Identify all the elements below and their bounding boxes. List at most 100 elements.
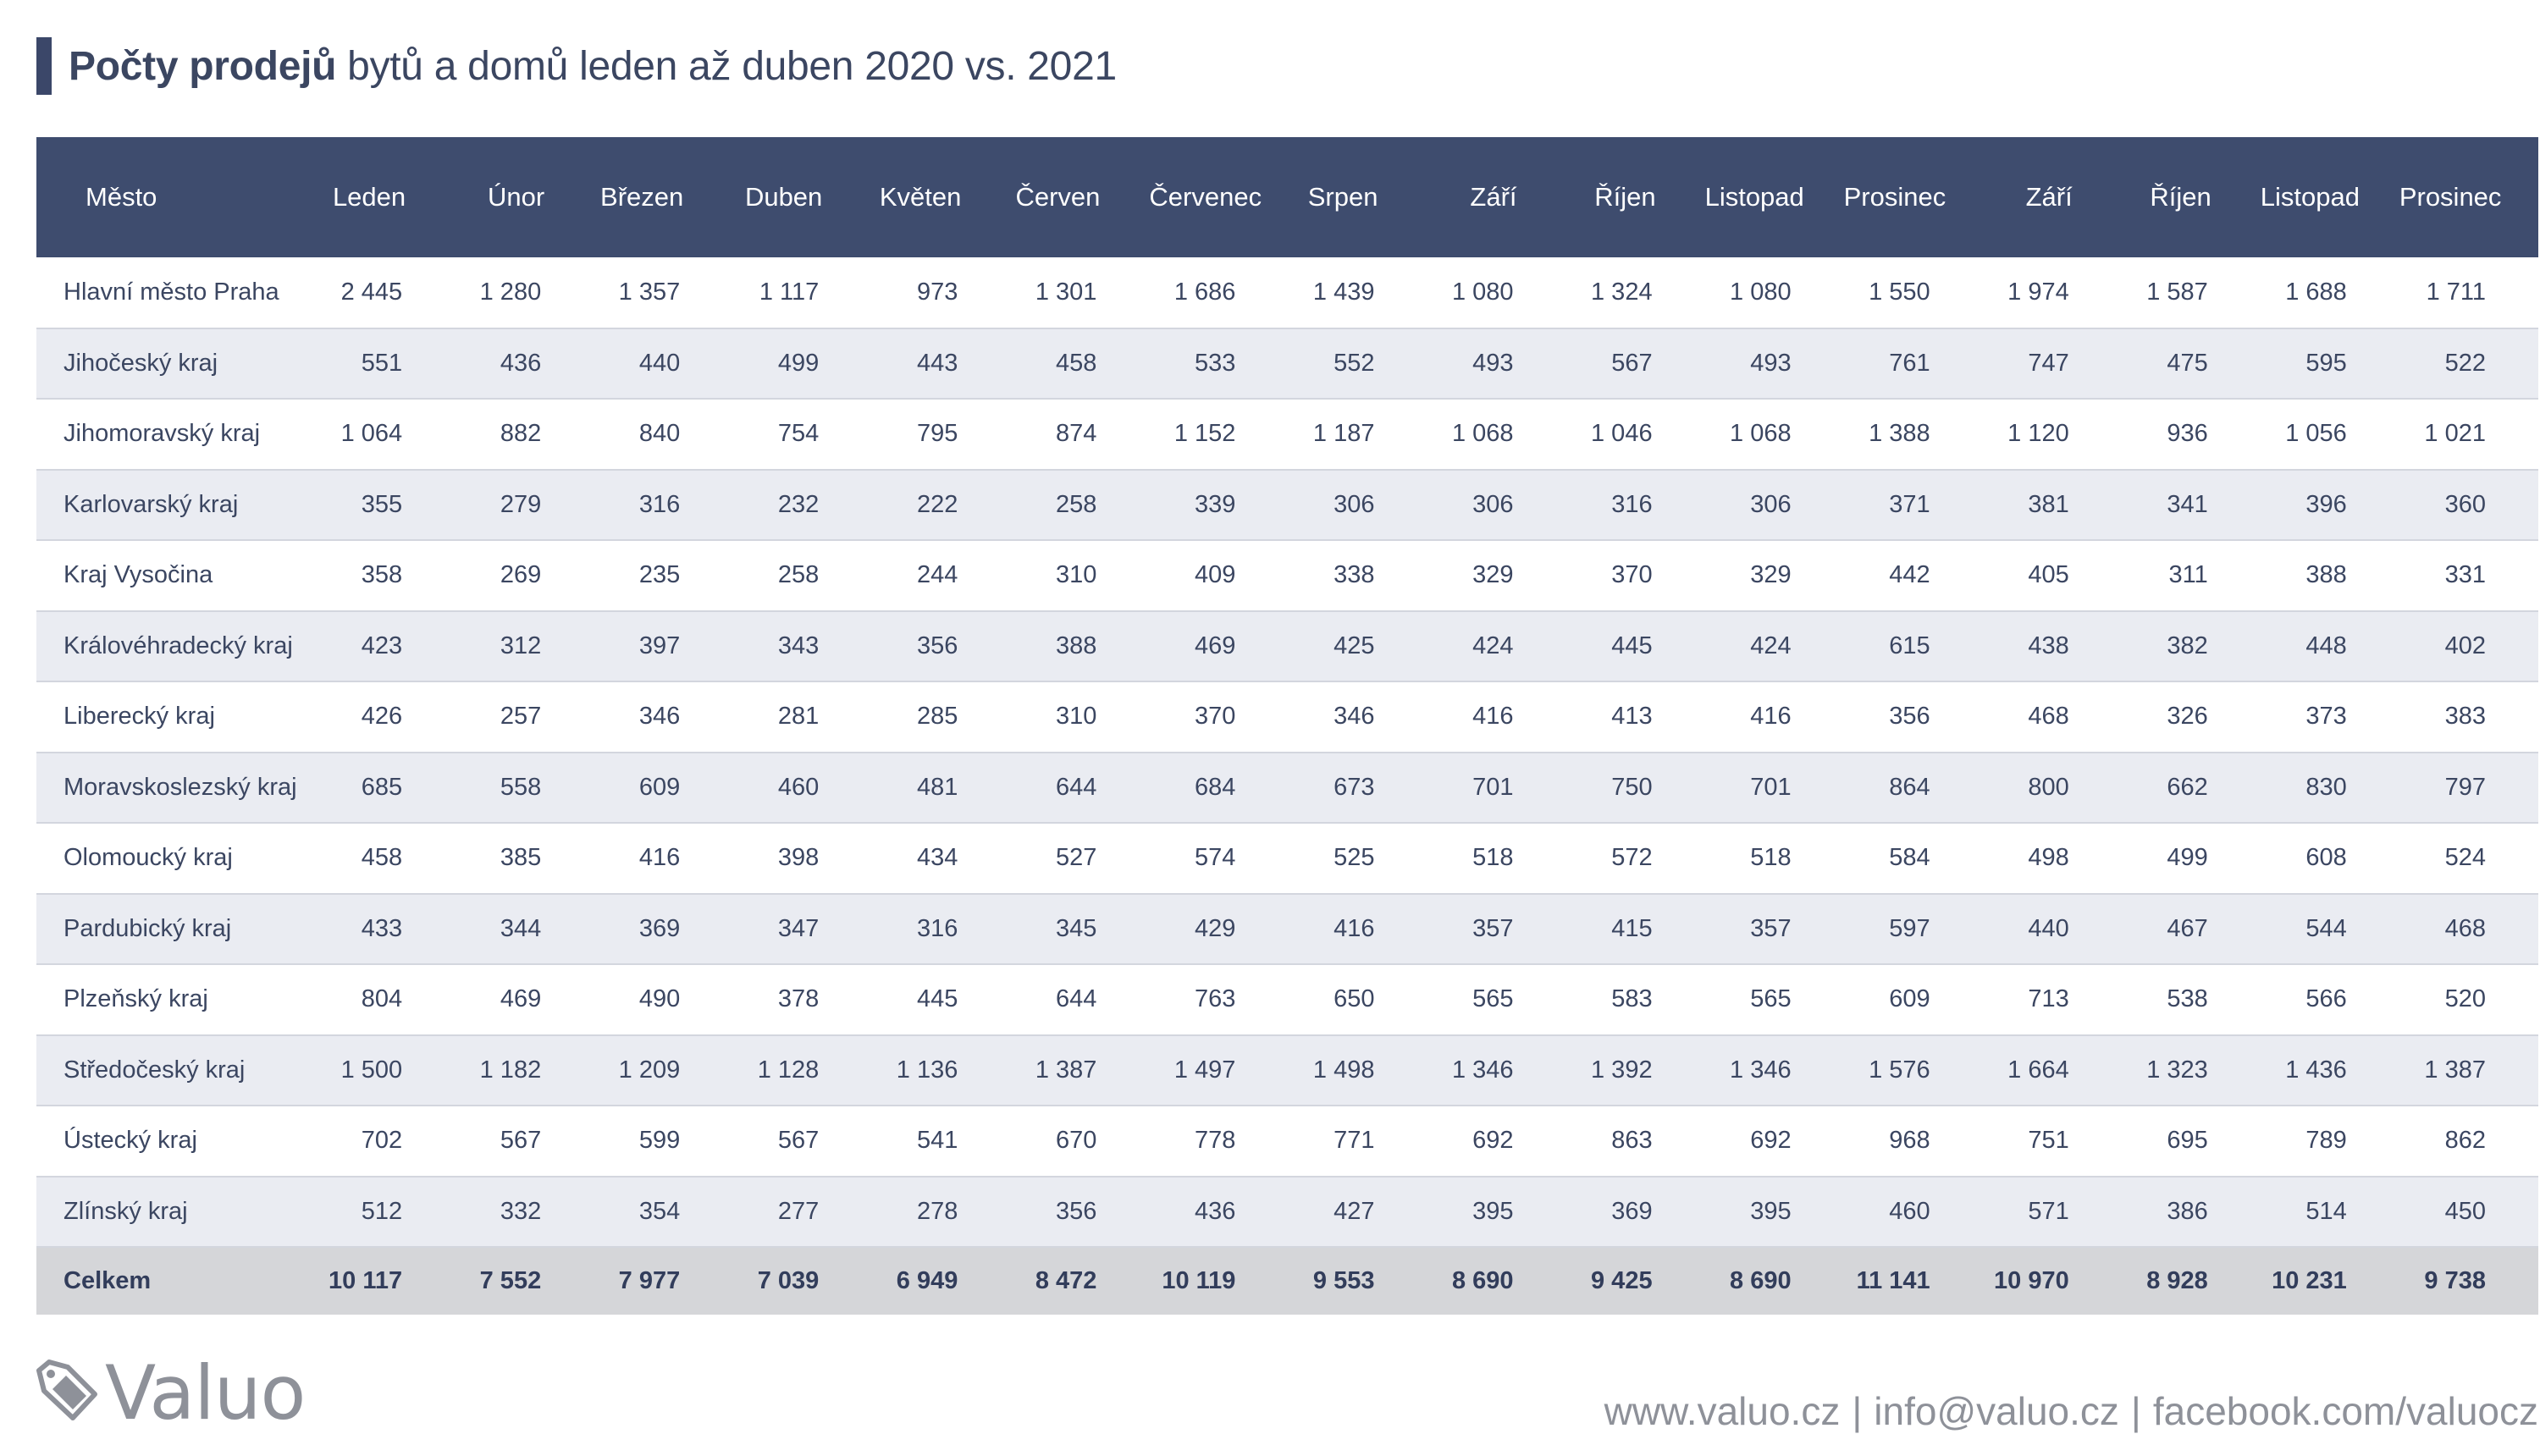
- sales-count-cell: 936: [2121, 399, 2261, 471]
- title-accent-bar: [36, 37, 52, 95]
- total-value-cell: 7 039: [757, 1267, 820, 1294]
- sales-count-cell: 1 152: [1149, 399, 1289, 471]
- sales-count-cell: 493: [1427, 328, 1566, 400]
- sales-count-cell: 609: [594, 752, 733, 824]
- region-name-cell: Jihomoravský kraj: [36, 399, 317, 471]
- sales-count-cell: 235: [594, 540, 733, 612]
- column-header-month: Červen: [1015, 182, 1101, 212]
- sales-count-cell: 278: [871, 1176, 1011, 1248]
- sales-count-cell: 2 445: [316, 257, 456, 329]
- facebook-link[interactable]: facebook.com/valuocz: [2152, 1389, 2538, 1433]
- sales-count-cell: 1 392: [1565, 1034, 1705, 1106]
- sales-table: Město Leden Únor Březen Duben Květen Červen Čer…: [36, 137, 2538, 1315]
- sales-count-cell: 662: [2121, 752, 2261, 824]
- table-row: Pardubický kraj 433 344 369 347 316 345 429 416 3…: [36, 893, 2538, 965]
- table-row: Zlínský kraj 512 332 354 277 278 356 436 427 395 3…: [36, 1176, 2538, 1248]
- sales-count-cell: 597: [1843, 893, 1983, 965]
- sales-count-cell: 467: [2121, 893, 2261, 965]
- sales-count-cell: 538: [2121, 964, 2261, 1036]
- sales-count-cell: 445: [871, 964, 1011, 1036]
- sales-count-cell: 804: [316, 964, 456, 1036]
- sales-count-cell: 329: [1704, 540, 1844, 612]
- sales-count-cell: 281: [732, 681, 872, 753]
- sales-count-cell: 244: [871, 540, 1011, 612]
- column-header-month: Listopad: [1704, 182, 1804, 212]
- sales-count-cell: 1 439: [1288, 257, 1427, 329]
- sales-count-cell: 1 280: [455, 257, 594, 329]
- sales-count-cell: 840: [594, 399, 733, 471]
- sales-count-cell: 1 056: [2260, 399, 2399, 471]
- sales-count-cell: 572: [1565, 823, 1705, 895]
- sales-count-cell: 423: [316, 610, 456, 682]
- sales-count-cell: 358: [316, 540, 456, 612]
- sales-count-cell: 1 550: [1843, 257, 1983, 329]
- table-header-row: Město Leden Únor Březen Duben Květen Červen Čer…: [36, 137, 2538, 257]
- sales-count-cell: 356: [1843, 681, 1983, 753]
- sales-count-cell: 316: [1565, 469, 1705, 541]
- sales-count-cell: 490: [594, 964, 733, 1036]
- price-tag-icon: [36, 1359, 97, 1420]
- sales-count-cell: 443: [871, 328, 1011, 400]
- sales-count-cell: 475: [2121, 328, 2261, 400]
- sales-count-cell: 347: [732, 893, 872, 965]
- column-header-month: Prosinec: [1843, 182, 1946, 212]
- sales-count-cell: 436: [455, 328, 594, 400]
- table-row: Hlavní město Praha 2 445 1 280 1 357 1 117 97…: [36, 257, 2538, 329]
- sales-count-cell: 692: [1704, 1106, 1844, 1177]
- sales-count-cell: 499: [732, 328, 872, 400]
- sales-count-cell: 450: [2399, 1176, 2538, 1248]
- sales-count-cell: 1 686: [1149, 257, 1289, 329]
- sales-count-cell: 360: [2399, 469, 2538, 541]
- sales-count-cell: 1 120: [1982, 399, 2122, 471]
- sales-count-cell: 493: [1704, 328, 1844, 400]
- sales-count-cell: 789: [2260, 1106, 2399, 1177]
- sales-count-cell: 609: [1843, 964, 1983, 1036]
- sales-count-cell: 405: [1982, 540, 2122, 612]
- sales-count-cell: 750: [1565, 752, 1705, 824]
- sales-count-cell: 425: [1288, 610, 1427, 682]
- total-value-cell: 9 738: [2424, 1267, 2486, 1294]
- sales-count-cell: 595: [2260, 328, 2399, 400]
- sales-count-cell: 518: [1704, 823, 1844, 895]
- sales-count-cell: 567: [732, 1106, 872, 1177]
- sales-count-cell: 440: [594, 328, 733, 400]
- table-row: Karlovarský kraj 355 279 316 232 222 258 339 306…: [36, 469, 2538, 541]
- sales-count-cell: 397: [594, 610, 733, 682]
- sales-count-cell: 326: [2121, 681, 2261, 753]
- sales-count-cell: 670: [1010, 1106, 1150, 1177]
- sales-count-cell: 567: [1565, 328, 1705, 400]
- column-header-month: Červenec: [1149, 182, 1262, 212]
- sales-count-cell: 445: [1565, 610, 1705, 682]
- column-header-month: Prosinec: [2399, 182, 2502, 212]
- sales-count-cell: 448: [2260, 610, 2399, 682]
- sales-count-cell: 438: [1982, 610, 2122, 682]
- column-header-month: Březen: [600, 182, 684, 212]
- region-name-cell: Královéhradecký kraj: [36, 610, 317, 682]
- sales-count-cell: 1 497: [1149, 1034, 1289, 1106]
- email-link[interactable]: info@valuo.cz: [1874, 1389, 2119, 1433]
- sales-count-cell: 344: [455, 893, 594, 965]
- sales-count-cell: 565: [1427, 964, 1566, 1036]
- sales-count-cell: 713: [1982, 964, 2122, 1036]
- region-name-cell: Moravskoslezský kraj: [36, 752, 317, 824]
- sales-count-cell: 1 080: [1704, 257, 1844, 329]
- total-label-cell: Celkem: [64, 1267, 152, 1294]
- sales-count-cell: 1 357: [594, 257, 733, 329]
- sales-count-cell: 754: [732, 399, 872, 471]
- region-name-cell: Zlínský kraj: [36, 1176, 317, 1248]
- sales-count-cell: 1 387: [1010, 1034, 1150, 1106]
- sales-count-cell: 1 436: [2260, 1034, 2399, 1106]
- sales-count-cell: 1 182: [455, 1034, 594, 1106]
- column-header-month: Duben: [744, 182, 823, 212]
- website-link[interactable]: www.valuo.cz: [1604, 1389, 1841, 1433]
- sales-count-cell: 1 323: [2121, 1034, 2261, 1106]
- region-name-cell: Kraj Vysočina: [36, 540, 317, 612]
- separator: |: [1852, 1389, 1863, 1433]
- sales-count-cell: 356: [871, 610, 1011, 682]
- sales-count-cell: 584: [1843, 823, 1983, 895]
- sales-count-cell: 346: [594, 681, 733, 753]
- column-header-month: Květen: [879, 182, 962, 212]
- sales-count-cell: 1 068: [1427, 399, 1566, 471]
- region-name-cell: Karlovarský kraj: [36, 469, 317, 541]
- sales-count-cell: 747: [1982, 328, 2122, 400]
